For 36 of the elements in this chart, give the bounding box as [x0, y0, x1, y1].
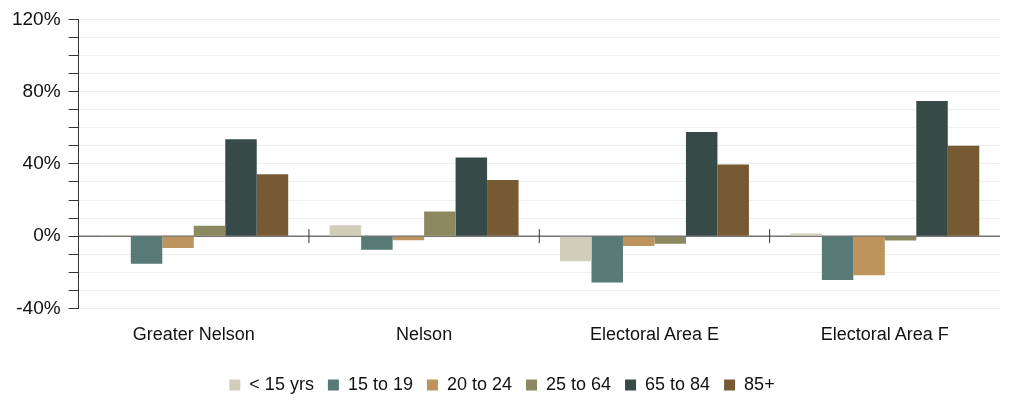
- bar: [916, 101, 948, 236]
- x-tick-label: Electoral Area E: [589, 324, 720, 345]
- legend-label: 15 to 19: [347, 373, 413, 394]
- legend-label: 25 to 64: [546, 373, 612, 394]
- bar: [130, 236, 163, 264]
- y-tick-label: 0%: [33, 224, 61, 246]
- bar: [622, 236, 655, 246]
- x-tick-label: Nelson: [396, 324, 453, 345]
- bar: [947, 145, 980, 236]
- legend-label: < 15 yrs: [249, 373, 314, 394]
- bar: [821, 236, 854, 281]
- legend-label: 85+: [744, 373, 775, 394]
- bar: [654, 236, 686, 244]
- x-tick-label: Electoral Area F: [820, 324, 949, 345]
- bar: [790, 233, 822, 236]
- bar: [685, 131, 718, 236]
- bar: [225, 139, 257, 236]
- y-tick-label: -40%: [16, 296, 61, 318]
- legend-label: 65 to 84: [645, 373, 711, 394]
- bar: [487, 179, 519, 236]
- legend-label: 20 to 24: [446, 373, 512, 394]
- y-tick-label: 120%: [11, 7, 61, 29]
- y-tick-label: 80%: [22, 79, 61, 101]
- bar: [591, 236, 623, 283]
- bar: [193, 225, 226, 236]
- bar: [560, 236, 592, 262]
- bar: [424, 211, 456, 236]
- bar: [717, 164, 749, 236]
- bar: [329, 225, 362, 236]
- bar: [455, 157, 488, 236]
- x-tick-label: Greater Nelson: [132, 324, 255, 345]
- bar: [162, 236, 194, 249]
- y-tick-label: 40%: [22, 152, 61, 174]
- bar: [256, 174, 289, 236]
- bar: [361, 236, 393, 250]
- bar: [853, 236, 885, 276]
